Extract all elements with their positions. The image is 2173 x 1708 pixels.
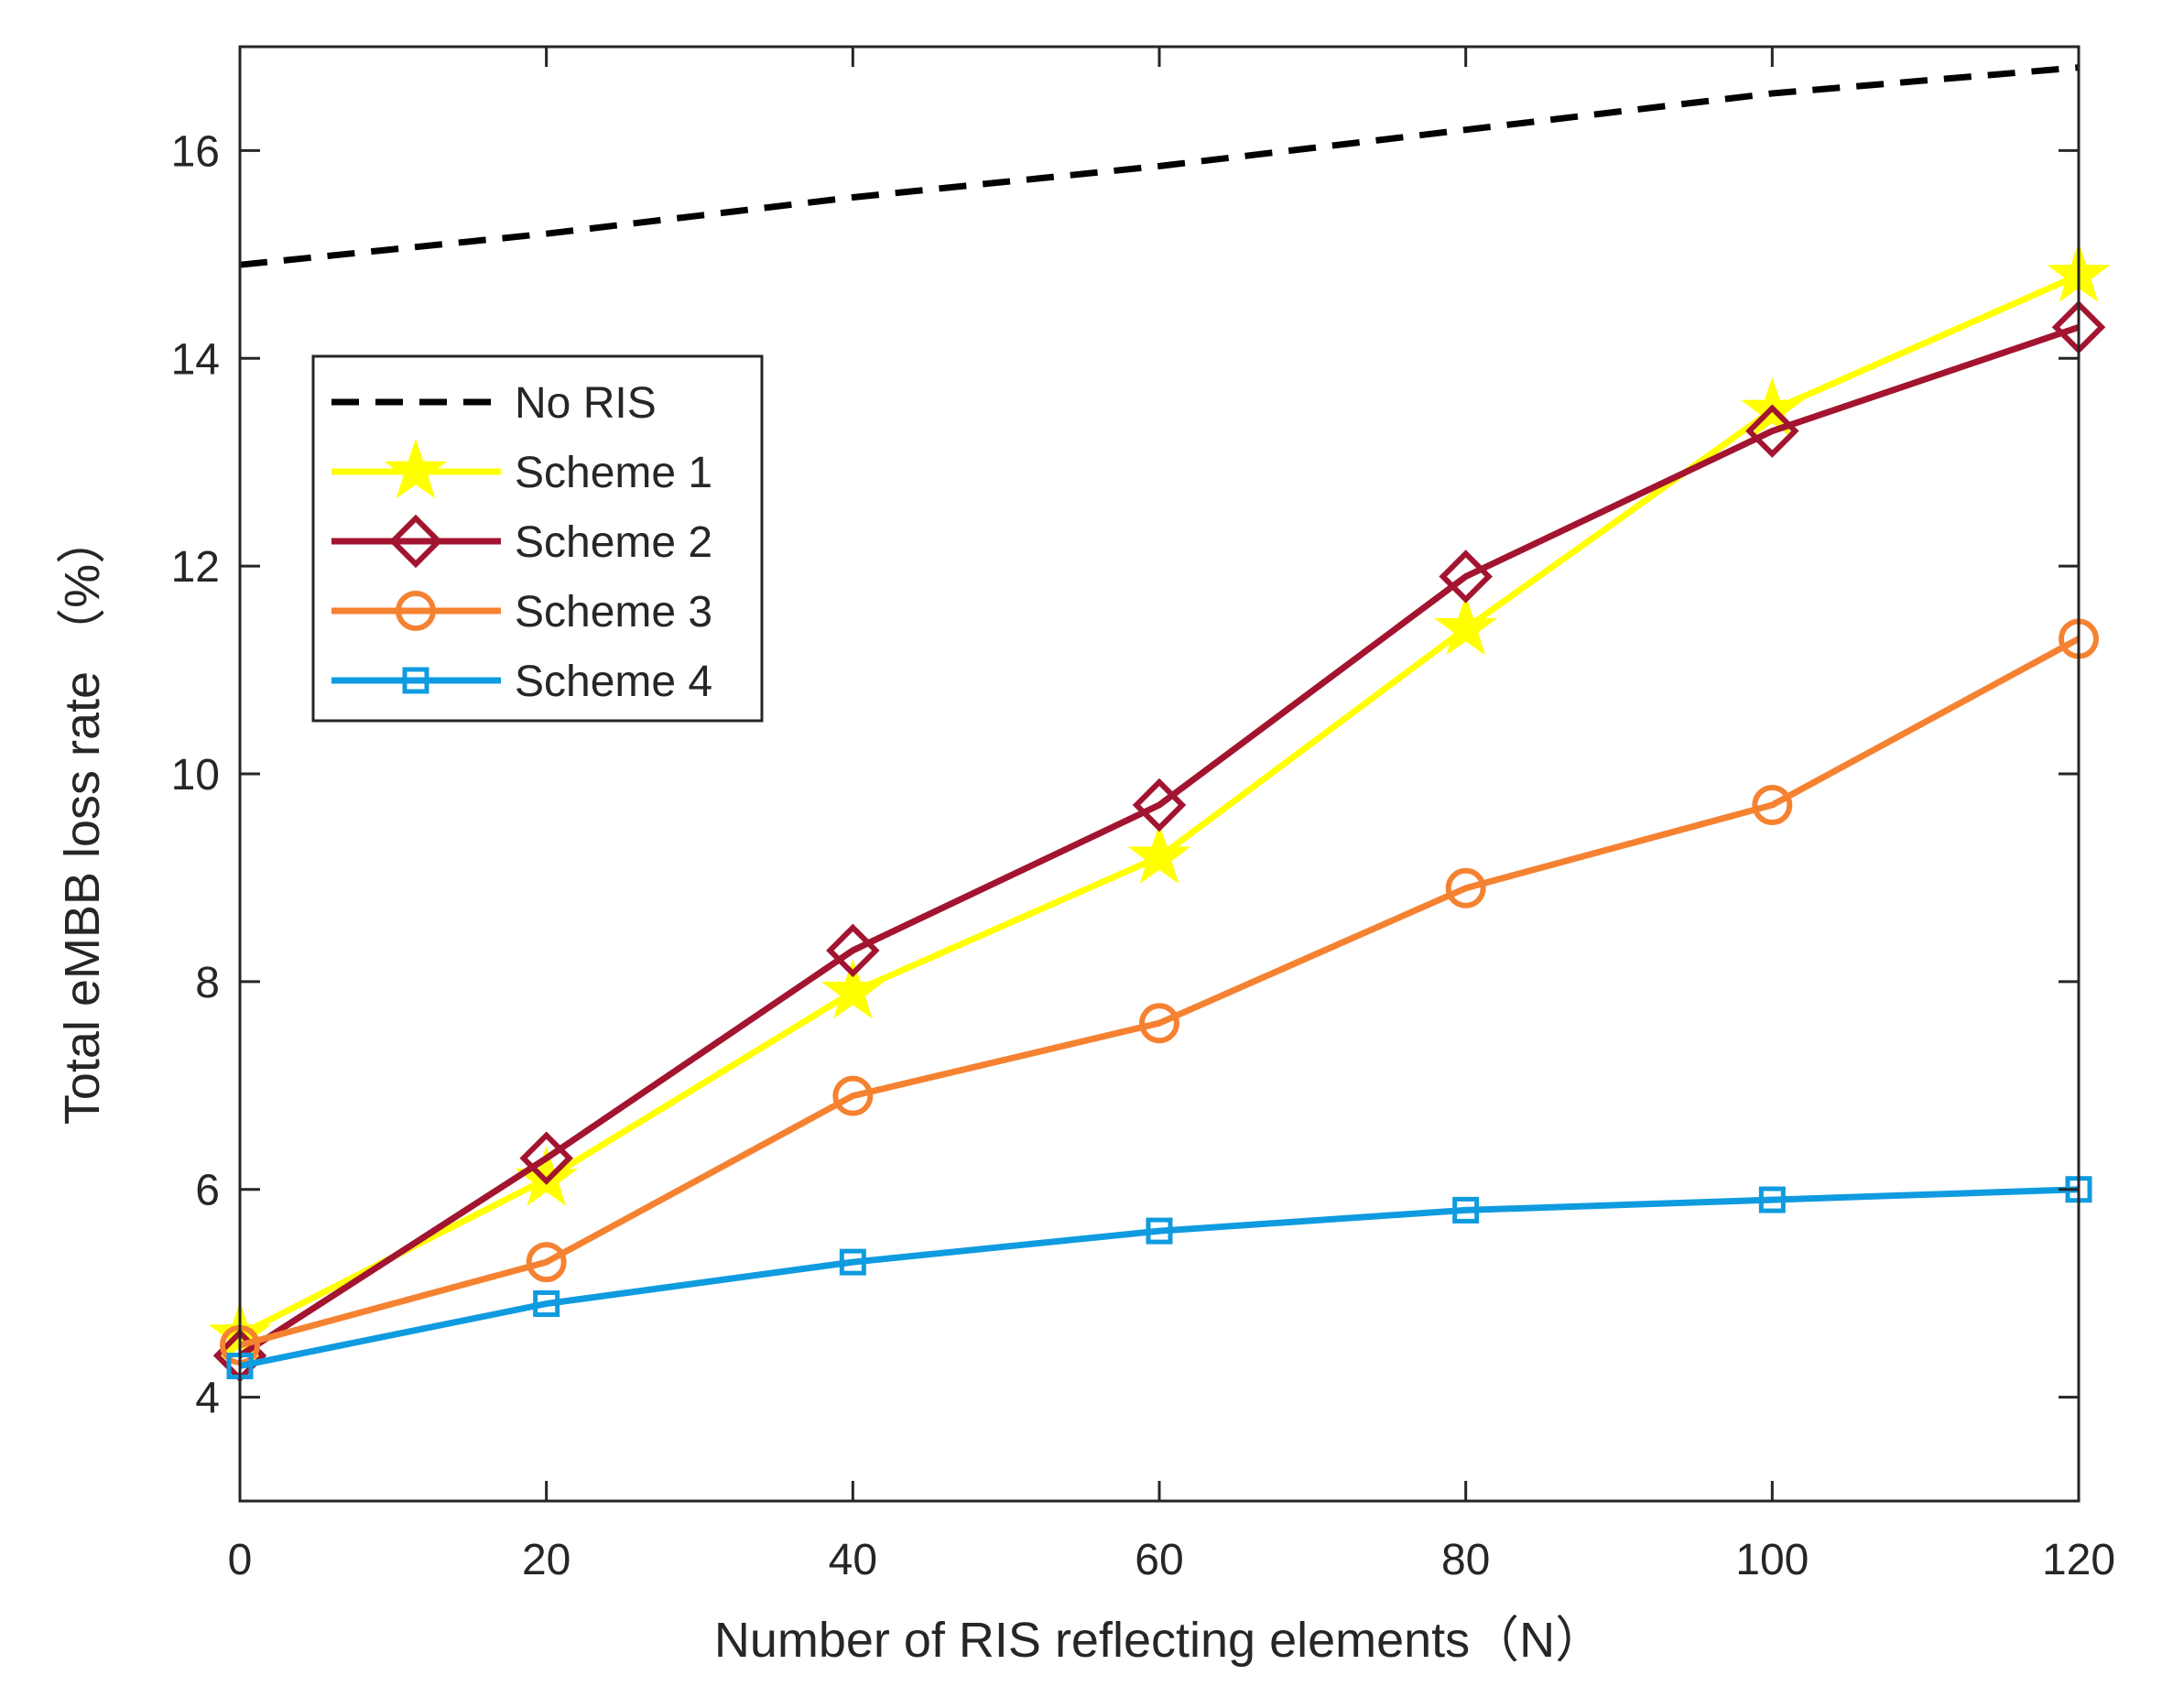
y-tick-label: 4 bbox=[195, 1375, 220, 1423]
legend-label-scheme-1: Scheme 1 bbox=[515, 449, 712, 497]
legend-item-scheme-4: Scheme 4 bbox=[331, 658, 712, 706]
legend-item-scheme-2: Scheme 2 bbox=[331, 514, 712, 569]
data-point-scheme-3 bbox=[1445, 867, 1486, 908]
x-tick-label: 80 bbox=[1441, 1536, 1490, 1584]
x-tick-label: 0 bbox=[228, 1536, 253, 1584]
data-point-scheme-1 bbox=[1127, 823, 1191, 884]
y-tick-label: 6 bbox=[195, 1167, 220, 1215]
x-tick-label: 120 bbox=[2042, 1536, 2115, 1584]
legend-label-scheme-3: Scheme 3 bbox=[515, 588, 712, 636]
series-line-scheme-2 bbox=[238, 323, 2081, 1359]
data-point-scheme-3 bbox=[832, 1075, 874, 1116]
series-line-no-ris bbox=[239, 64, 2080, 268]
data-point-scheme-2 bbox=[1745, 404, 1799, 458]
data-point-scheme-2 bbox=[1439, 549, 1493, 604]
legend: No RIS Scheme 1 Scheme 2 Scheme 3 Scheme 4 bbox=[311, 354, 764, 723]
y-axis-label: Total eMBB loss rate （%） bbox=[55, 515, 110, 1125]
y-tick-label: 12 bbox=[171, 543, 220, 592]
legend-item-scheme-1: Scheme 1 bbox=[331, 438, 712, 499]
legend-label-scheme-2: Scheme 2 bbox=[515, 518, 712, 567]
legend-marker-scheme-3 bbox=[396, 591, 436, 631]
legend-label-scheme-4: Scheme 4 bbox=[515, 658, 712, 706]
series-scheme-4 bbox=[226, 1176, 2092, 1380]
legend-item-no-ris: No RIS bbox=[331, 379, 657, 428]
legend-item-scheme-3: Scheme 3 bbox=[331, 588, 712, 636]
data-point-scheme-1 bbox=[1434, 595, 1498, 656]
x-axis-label: Number of RIS reflecting elements（N） bbox=[714, 1613, 1604, 1668]
legend-label-no-ris: No RIS bbox=[515, 379, 657, 428]
data-point-scheme-1 bbox=[820, 959, 885, 1019]
x-tick-label: 60 bbox=[1135, 1536, 1183, 1584]
series-line-scheme-4 bbox=[239, 1186, 2080, 1369]
ticks-layer: 0 20 40 60 80 100 120 4 6 8 10 12 14 16 bbox=[171, 47, 2115, 1584]
data-point-scheme-3 bbox=[1139, 1003, 1179, 1044]
data-point-scheme-2 bbox=[1132, 778, 1187, 832]
series-no-ris bbox=[239, 64, 2080, 268]
legend-marker-scheme-4 bbox=[402, 667, 429, 694]
y-tick-label: 14 bbox=[171, 335, 220, 384]
x-tick-label: 20 bbox=[522, 1536, 570, 1584]
data-point-scheme-4 bbox=[1146, 1217, 1173, 1245]
y-tick-label: 10 bbox=[171, 751, 220, 800]
data-point-scheme-3 bbox=[526, 1242, 567, 1283]
x-tick-label: 40 bbox=[829, 1536, 877, 1584]
data-point-scheme-3 bbox=[1752, 785, 1793, 826]
legend-marker-scheme-2 bbox=[388, 514, 443, 569]
series-line-scheme-3 bbox=[239, 636, 2081, 1349]
data-point-scheme-4 bbox=[839, 1248, 866, 1276]
data-point-scheme-4 bbox=[1452, 1196, 1480, 1224]
x-tick-label: 100 bbox=[1735, 1536, 1809, 1584]
plot-area bbox=[240, 47, 2079, 1501]
data-point-scheme-4 bbox=[533, 1289, 560, 1317]
data-point-scheme-4 bbox=[1758, 1186, 1786, 1213]
data-point-scheme-2 bbox=[826, 923, 880, 978]
data-point-scheme-2 bbox=[519, 1131, 573, 1185]
y-tick-label: 16 bbox=[171, 127, 220, 176]
y-tick-label: 8 bbox=[195, 959, 220, 1007]
legend-marker-scheme-1 bbox=[384, 438, 448, 499]
